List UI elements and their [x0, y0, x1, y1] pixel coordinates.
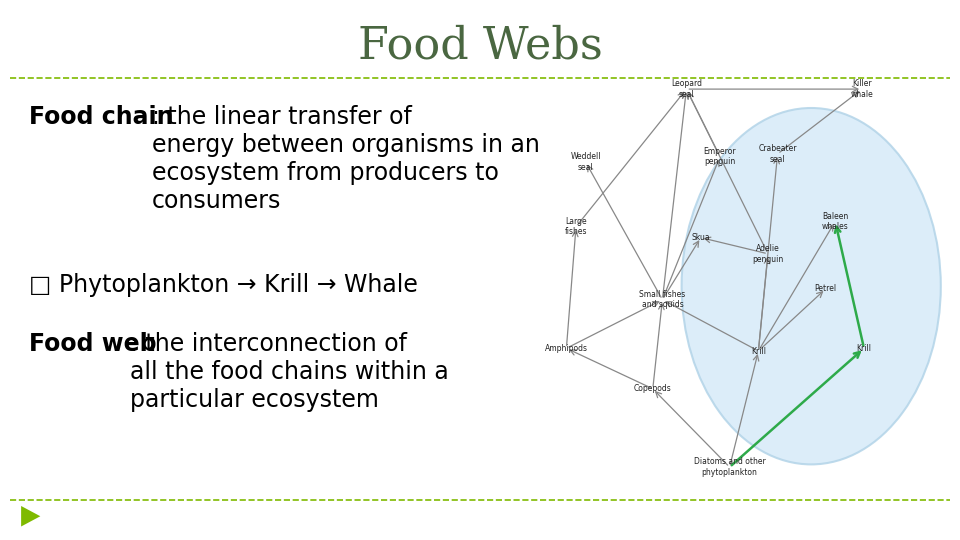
- Text: Baleen
whales: Baleen whales: [822, 212, 849, 231]
- Text: Copepods: Copepods: [634, 384, 672, 393]
- Text: Weddell
seal: Weddell seal: [570, 152, 601, 172]
- Text: Crabeater
seal: Crabeater seal: [758, 144, 797, 164]
- Text: Leopard
seal: Leopard seal: [671, 79, 702, 99]
- Text: Adelie
penguin: Adelie penguin: [753, 244, 783, 264]
- Text: Large
fishes: Large fishes: [564, 217, 588, 237]
- Ellipse shape: [682, 108, 941, 464]
- Text: Killer
whale: Killer whale: [851, 79, 874, 99]
- Text: : the linear transfer of
energy between organisms in an
ecosystem from producers: : the linear transfer of energy between …: [152, 105, 540, 213]
- Text: Small fishes
and squids: Small fishes and squids: [639, 290, 685, 309]
- Text: □ Phytoplankton → Krill → Whale: □ Phytoplankton → Krill → Whale: [29, 273, 418, 296]
- Text: Petrel: Petrel: [814, 285, 837, 293]
- Text: Food chain: Food chain: [29, 105, 174, 129]
- Text: Skua: Skua: [691, 233, 710, 242]
- Text: Emperor
penguin: Emperor penguin: [704, 147, 736, 166]
- Polygon shape: [21, 506, 40, 526]
- Text: Food web: Food web: [29, 332, 156, 356]
- Text: : the interconnection of
all the food chains within a
particular ecosystem: : the interconnection of all the food ch…: [130, 332, 448, 411]
- Text: Amphipods: Amphipods: [545, 344, 588, 353]
- Text: Krill: Krill: [856, 344, 872, 353]
- Text: Food Webs: Food Webs: [358, 24, 602, 68]
- Text: Diatoms and other
phytoplankton: Diatoms and other phytoplankton: [694, 457, 765, 477]
- Text: Krill: Krill: [751, 347, 766, 355]
